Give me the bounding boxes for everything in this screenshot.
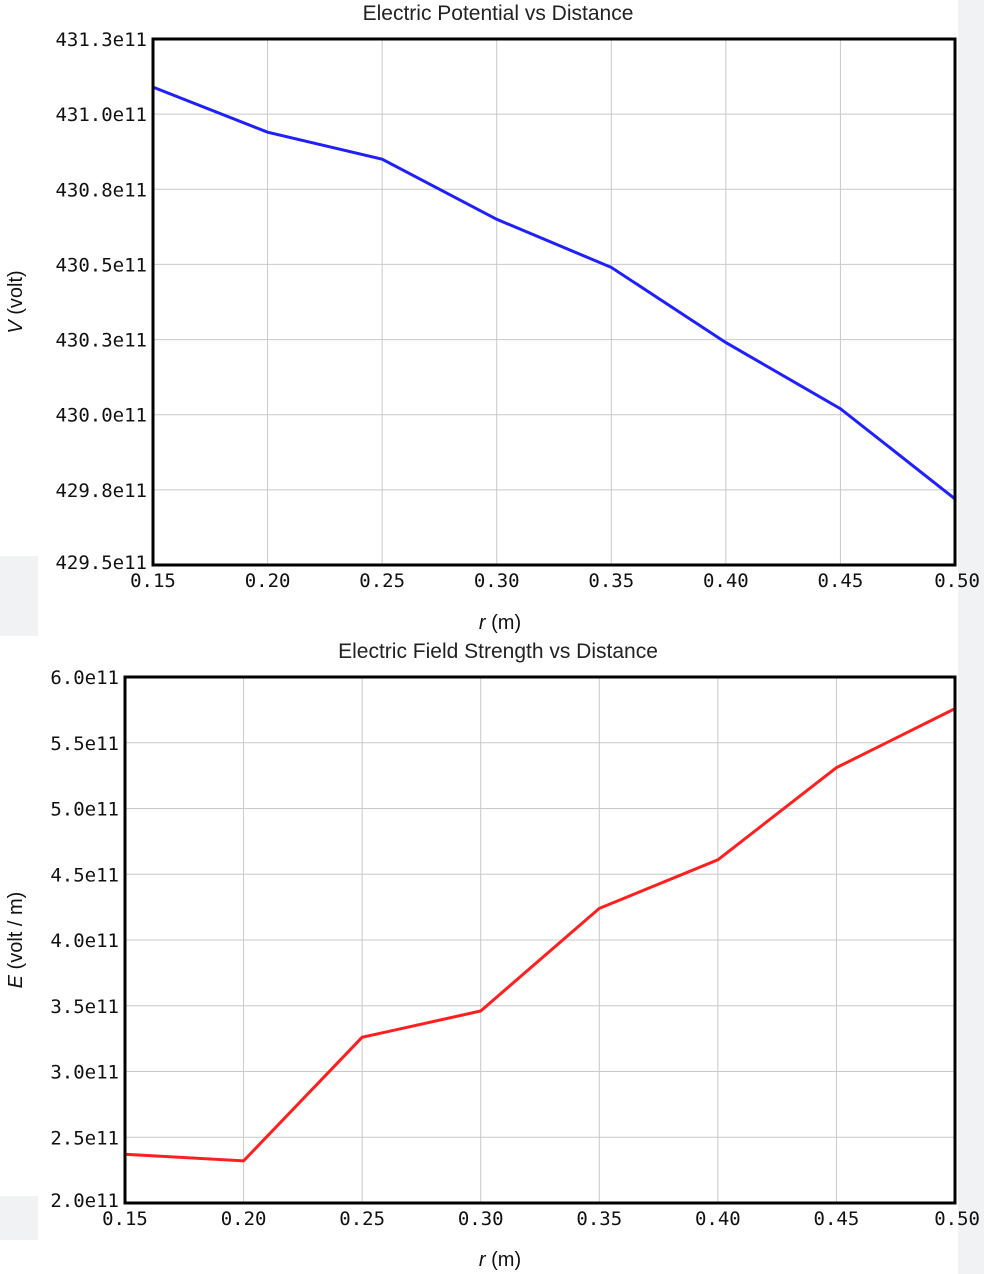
field-x-axis-label: r (m): [479, 1249, 521, 1271]
field-y-tick-labels: 2.0e11 2.5e11 3.0e11 3.5e11 4.0e11 4.5e11 5.0e…: [50, 667, 119, 1212]
field-x-tick-labels: 0.15 0.20 0.25 0.30 0.35 0.40 0.45 0.50: [102, 1208, 980, 1230]
potential-x-tick-labels: 0.15 0.20 0.25 0.30 0.35 0.40 0.45 0.50: [130, 570, 980, 592]
field-x-axis-var: r: [479, 1249, 487, 1271]
background-strip-right: [958, 0, 984, 1274]
field-y-axis-var: E: [5, 974, 27, 988]
potential-x-tick-label: 0.15: [130, 570, 176, 592]
field-plot-frame: [123, 675, 957, 1205]
potential-gridlines: [153, 39, 955, 565]
potential-plot-frame: [151, 37, 957, 567]
potential-x-axis-unit: (m): [486, 612, 522, 634]
field-x-tick-label: 0.45: [814, 1208, 860, 1230]
potential-series-line: [152, 85, 956, 501]
potential-x-tick-label: 0.30: [474, 570, 520, 592]
potential-y-axis-label: V (volt): [5, 270, 27, 333]
field-x-tick-label: 0.40: [695, 1208, 741, 1230]
field-y-axis-unit: (volt / m): [5, 892, 27, 975]
field-x-tick-label: 0.25: [339, 1208, 385, 1230]
field-y-tick-label: 2.0e11: [50, 1190, 119, 1212]
potential-x-tick-label: 0.40: [703, 570, 749, 592]
potential-x-axis-label: r (m): [479, 612, 521, 634]
potential-y-tick-label: 431.3e11: [55, 29, 147, 51]
potential-x-tick-label: 0.35: [588, 570, 634, 592]
potential-x-axis-var: r: [479, 612, 487, 634]
field-y-tick-label: 5.5e11: [50, 733, 119, 755]
potential-x-tick-label: 0.50: [934, 570, 980, 592]
field-x-tick-label: 0.30: [458, 1208, 504, 1230]
potential-x-tick-label: 0.20: [245, 570, 291, 592]
field-y-tick-label: 3.0e11: [50, 1062, 119, 1084]
potential-y-tick-labels: 429.5e11 429.8e11 430.0e11 430.3e11 430.5e11…: [55, 29, 147, 574]
field-y-axis-label: E (volt / m): [5, 892, 27, 989]
potential-y-tick-label: 429.8e11: [55, 480, 147, 502]
field-y-tick-label: 6.0e11: [50, 667, 119, 689]
field-y-tick-label: 3.5e11: [50, 996, 119, 1018]
field-y-tick-label: 2.5e11: [50, 1127, 119, 1149]
field-y-tick-label: 5.0e11: [50, 799, 119, 821]
potential-y-tick-label: 430.5e11: [55, 254, 147, 276]
potential-y-tick-label: 429.5e11: [55, 552, 147, 574]
potential-chart: Electric Potential vs Distance 429.5e114…: [5, 2, 980, 634]
potential-y-tick-label: 430.8e11: [55, 179, 147, 201]
field-y-tick-label: 4.5e11: [50, 864, 119, 886]
field-x-tick-label: 0.35: [576, 1208, 622, 1230]
background-strip-left-bottom: [0, 1196, 38, 1240]
field-x-tick-label: 0.50: [934, 1208, 980, 1230]
potential-y-tick-label: 431.0e11: [55, 104, 147, 126]
field-chart: Electric Field Strength vs Distance 2.0e…: [5, 640, 980, 1271]
field-chart-title: Electric Field Strength vs Distance: [338, 640, 658, 663]
background-strip-left-top: [0, 556, 38, 636]
potential-y-tick-label: 430.0e11: [55, 405, 147, 427]
field-x-tick-label: 0.20: [221, 1208, 267, 1230]
field-x-axis-unit: (m): [486, 1249, 522, 1271]
potential-chart-title: Electric Potential vs Distance: [363, 2, 634, 25]
potential-x-tick-label: 0.25: [359, 570, 405, 592]
potential-y-tick-label: 430.3e11: [55, 330, 147, 352]
potential-y-axis-unit: (volt): [5, 270, 27, 320]
potential-x-tick-label: 0.45: [818, 570, 864, 592]
field-gridlines: [125, 677, 955, 1203]
field-series-line: [124, 707, 956, 1163]
potential-y-axis-var: V: [5, 319, 27, 334]
field-x-tick-label: 0.15: [102, 1208, 148, 1230]
field-y-tick-label: 4.0e11: [50, 930, 119, 952]
